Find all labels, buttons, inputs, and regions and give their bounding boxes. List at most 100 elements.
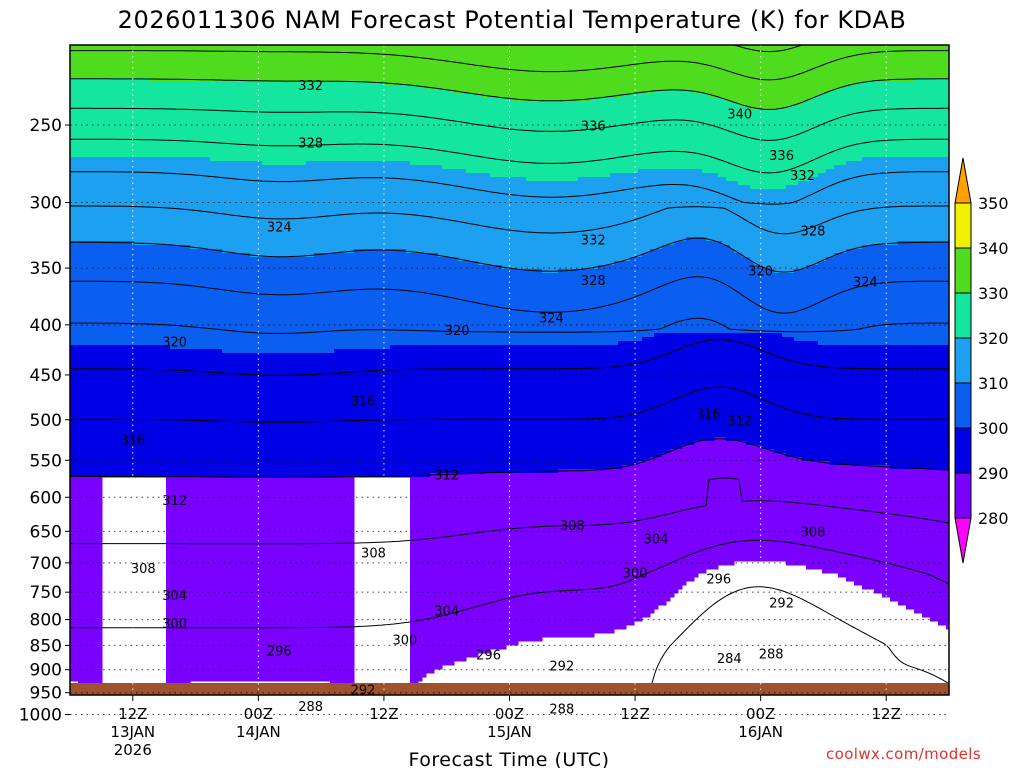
- colorbar-label: 330: [978, 284, 1009, 303]
- field-cell: [90, 77, 95, 158]
- field-cell: [138, 77, 143, 158]
- field-cell: [570, 345, 575, 470]
- field-cell: [614, 469, 619, 630]
- field-cell: [682, 169, 687, 242]
- field-cell: [246, 161, 251, 254]
- field-cell: [762, 333, 767, 450]
- field-cell: [182, 157, 187, 246]
- field-cell: [554, 101, 559, 182]
- field-cell: [722, 97, 727, 178]
- field-cell: [306, 353, 311, 478]
- field-cell: [426, 345, 431, 478]
- field-cell: [446, 257, 451, 346]
- colorbar-label: 310: [978, 374, 1009, 393]
- field-cell: [562, 345, 567, 470]
- field-cell: [670, 449, 675, 598]
- field-cell: [138, 45, 143, 78]
- field-cell: [870, 157, 875, 246]
- field-cell: [618, 45, 623, 98]
- field-cell: [586, 269, 591, 346]
- field-cell: [754, 445, 759, 562]
- field-cell: [326, 353, 331, 478]
- field-cell: [574, 101, 579, 182]
- field-cell: [622, 93, 627, 174]
- field-cell: [942, 469, 947, 626]
- field-cell: [302, 353, 307, 478]
- field-cell: [694, 333, 699, 442]
- field-cell: [238, 81, 243, 162]
- field-cell: [138, 245, 143, 346]
- field-cell: [734, 101, 739, 182]
- field-cell: [210, 477, 215, 682]
- field-cell: [430, 89, 435, 166]
- field-cell: [554, 273, 559, 346]
- field-cell: [590, 269, 595, 346]
- field-cell: [470, 345, 475, 474]
- field-cell: [286, 81, 291, 166]
- field-cell: [386, 161, 391, 250]
- field-cell: [154, 45, 159, 82]
- field-cell: [902, 157, 907, 242]
- field-cell: [418, 85, 423, 166]
- field-cell: [774, 109, 779, 190]
- field-cell: [622, 465, 627, 630]
- field-cell: [350, 477, 355, 694]
- field-cell: [654, 457, 659, 610]
- field-cell: [666, 453, 671, 602]
- field-cell: [234, 477, 239, 682]
- field-cell: [162, 45, 167, 82]
- field-cell: [370, 161, 375, 250]
- field-cell: [114, 77, 119, 158]
- field-cell: [262, 81, 267, 166]
- field-cell: [326, 477, 331, 682]
- field-cell: [282, 257, 287, 354]
- field-cell: [418, 477, 423, 682]
- field-cell: [434, 165, 439, 254]
- field-cell: [534, 101, 539, 182]
- field-cell: [538, 269, 543, 346]
- field-cell: [702, 173, 707, 238]
- field-cell: [338, 161, 343, 254]
- field-cell: [302, 257, 307, 354]
- field-cell: [846, 465, 851, 582]
- field-cell: [226, 81, 231, 162]
- field-cell: [330, 45, 335, 82]
- field-cell: [490, 45, 495, 98]
- field-cell: [134, 157, 139, 246]
- colorbar-swatch: [954, 247, 972, 294]
- field-cell: [742, 185, 747, 258]
- contour-label: 324: [853, 275, 878, 290]
- field-cell: [926, 469, 931, 618]
- field-cell: [718, 45, 723, 98]
- field-cell: [142, 245, 147, 346]
- field-cell: [618, 469, 623, 630]
- field-cell: [354, 81, 359, 162]
- field-cell: [222, 45, 227, 82]
- field-cell: [734, 441, 739, 562]
- field-cell: [818, 93, 823, 174]
- field-cell: [82, 345, 87, 478]
- field-cell: [450, 473, 455, 666]
- field-cell: [446, 473, 451, 666]
- field-cell: [510, 45, 515, 98]
- field-cell: [842, 45, 847, 86]
- field-cell: [406, 161, 411, 254]
- field-cell: [230, 45, 235, 82]
- field-cell: [326, 161, 331, 254]
- field-cell: [442, 169, 447, 258]
- field-cell: [402, 249, 407, 346]
- field-cell: [98, 77, 103, 158]
- field-cell: [450, 169, 455, 258]
- contour-label: 300: [162, 617, 187, 632]
- colorbar-swatch: [954, 337, 972, 384]
- field-cell: [542, 473, 547, 638]
- field-cell: [790, 185, 795, 274]
- field-cell: [346, 161, 351, 254]
- field-cell: [182, 349, 187, 478]
- field-cell: [294, 165, 299, 258]
- field-cell: [218, 349, 223, 478]
- field-cell: [518, 177, 523, 270]
- field-cell: [826, 345, 831, 462]
- field-cell: [666, 245, 671, 334]
- x-tick-label: 15JAN: [487, 723, 532, 741]
